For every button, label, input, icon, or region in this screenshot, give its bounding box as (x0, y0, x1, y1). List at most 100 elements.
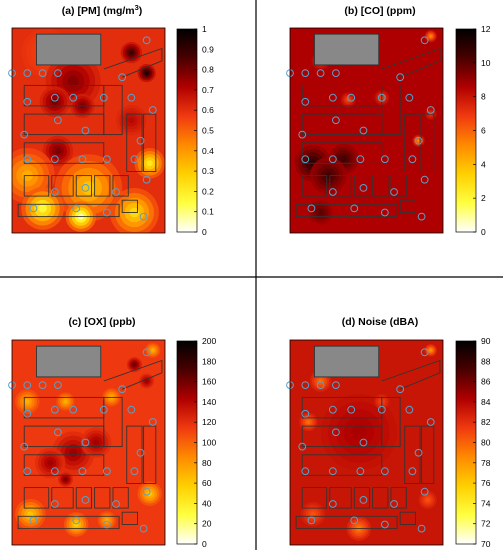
sensor-marker (420, 348, 429, 357)
colorbar-tick-label: 86 (481, 377, 491, 387)
sensor-marker (359, 184, 368, 192)
colorbar-tick-label: 10 (481, 58, 491, 68)
room-outline (17, 203, 120, 218)
colorbar-tick-label: 0.6 (202, 105, 214, 115)
colorbar-tick-label: 0.7 (202, 85, 214, 95)
room-outline (301, 454, 383, 476)
panel-title-superscript: 3 (135, 3, 139, 12)
room-outline (381, 84, 401, 136)
sensor-marker (142, 348, 151, 357)
colorbar-tick-label: 180 (202, 356, 216, 366)
hotspot (309, 157, 347, 194)
sensor-marker (301, 97, 310, 106)
sensor-marker (332, 381, 340, 390)
sensor-marker (23, 97, 32, 106)
hotspot (424, 344, 437, 357)
room-outline (404, 113, 421, 172)
building-block (314, 345, 380, 378)
sensor-marker (54, 69, 62, 77)
sensor-marker (102, 208, 111, 217)
hotspot-ring (351, 424, 367, 440)
hotspot (15, 498, 46, 530)
hotspot-ring (129, 50, 134, 55)
panel-0: (a) [PM] (mg/m3) 0 0.1 0.2 0.3 0.4 0.5 0.6 0.7 0.… (8, 3, 214, 237)
sensor-markers (286, 36, 435, 221)
hotspot-ring (68, 448, 78, 458)
sensor-marker (328, 405, 337, 414)
sensor-marker (359, 126, 368, 135)
sensor-marker (380, 208, 389, 217)
sensor-marker (23, 155, 32, 164)
room-outline (381, 396, 401, 448)
sensor-marker (20, 442, 29, 451)
hotspot (57, 471, 74, 488)
sensor-marker (301, 69, 310, 77)
sensor-marker (148, 106, 157, 114)
sensor-marker (23, 381, 32, 390)
sensor-marker (377, 93, 386, 102)
colorbar-tick-label: 76 (481, 478, 491, 488)
sensor-marker (102, 520, 111, 529)
sensor-marker (417, 524, 426, 533)
room-outline (103, 84, 123, 136)
building-block (36, 33, 102, 66)
colorbar-tick-label: 78 (481, 458, 491, 468)
sensor-marker (23, 69, 32, 77)
room-outline (94, 487, 111, 509)
room-outline (121, 199, 138, 213)
floor-plan (17, 47, 163, 218)
sensor-marker (347, 405, 356, 414)
hotspot-ring (38, 204, 47, 213)
colorbar-tick-label: 0.8 (202, 65, 214, 75)
sensor-marker (390, 500, 398, 508)
room-outline (126, 425, 143, 484)
sensor-marker (347, 93, 356, 102)
hotspot-ring (24, 399, 30, 404)
hotspot (418, 490, 437, 510)
sensor-marker (130, 155, 139, 164)
sensor-marker (142, 487, 151, 496)
sensor-marker (377, 405, 386, 414)
sensor-marker (332, 69, 340, 77)
room-outline (399, 511, 416, 525)
sensor-marker (396, 385, 405, 394)
colorbar-tick-label: 84 (481, 397, 491, 407)
room-outline (295, 515, 398, 530)
sensor-marker (81, 438, 90, 447)
colorbar-tick-label: 74 (481, 498, 491, 508)
sensor-marker (38, 381, 47, 390)
sensor-marker (405, 405, 414, 414)
room-outline (75, 175, 93, 197)
colorbar-tick-label: 0.1 (202, 207, 214, 217)
sensor-marker (139, 524, 148, 533)
room-outline (301, 142, 383, 164)
sensor-marker (29, 204, 38, 213)
colorbar-tick-label: 120 (202, 417, 216, 427)
sensor-marker (316, 381, 325, 390)
sensor-marker (112, 188, 120, 196)
hotspot (320, 394, 398, 471)
corridor-outline (381, 47, 441, 78)
sensor-marker (72, 204, 81, 213)
sensor-marker (328, 93, 337, 102)
corridor-outline (103, 47, 163, 78)
room-outline (390, 487, 407, 509)
sensor-marker (350, 204, 359, 213)
hotspot-ring (306, 420, 311, 424)
panel-title-text: (a) [PM] (mg/m (62, 5, 135, 17)
sensor-marker (136, 136, 145, 145)
map-frame (289, 27, 444, 234)
colorbar-tick-label: 40 (202, 498, 212, 508)
colorbar-tick-label: 0.4 (202, 146, 214, 156)
hotspot-ring (93, 439, 100, 446)
room-outline (75, 487, 93, 509)
sensor-marker (301, 467, 310, 476)
hotspot (412, 134, 425, 147)
map-frame (11, 339, 166, 546)
colorbar-tick-label: 60 (202, 478, 212, 488)
colorbar-tick-label: 0.5 (202, 126, 214, 136)
sensor-marker (23, 467, 32, 476)
colorbar-tick-label: 70 (481, 539, 491, 549)
sensor-marker (99, 405, 108, 414)
colorbar-tick-label: 72 (481, 519, 491, 529)
